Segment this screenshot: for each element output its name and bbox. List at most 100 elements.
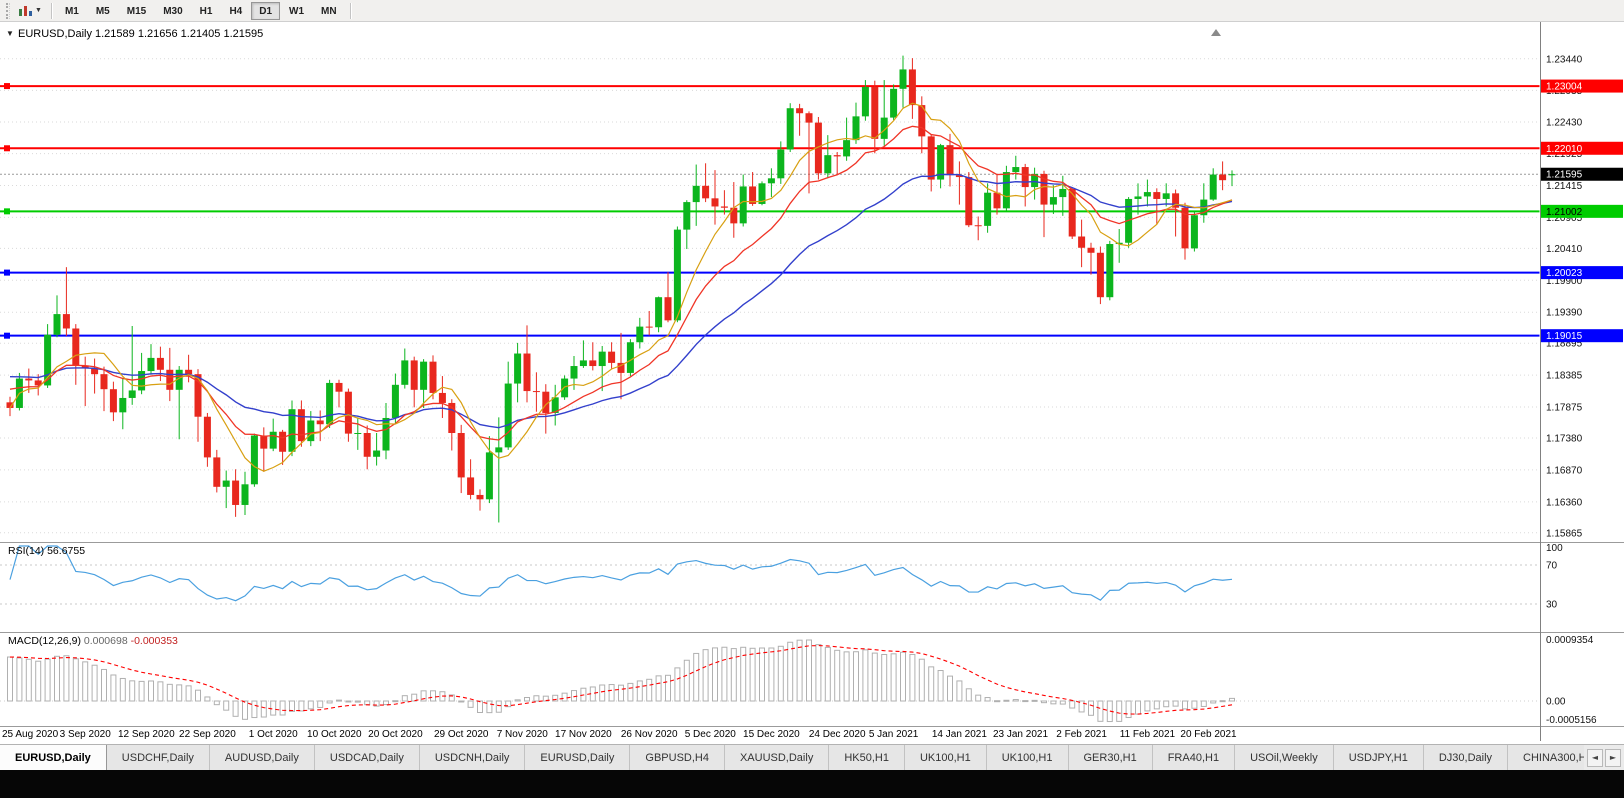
chart-tab-USDCNH,Daily[interactable]: USDCNH,Daily: [419, 745, 526, 770]
candles-series: [6, 55, 1236, 523]
svg-text:15 Dec 2020: 15 Dec 2020: [743, 729, 800, 740]
timeframe-button-W1[interactable]: W1: [281, 2, 312, 20]
chart-tab-AUDUSD,Daily[interactable]: AUDUSD,Daily: [209, 745, 315, 770]
chart-tab-EURUSD,Daily[interactable]: EURUSD,Daily: [525, 745, 631, 770]
chart-tabs-bar: EURUSD,Daily USDCHF,Daily AUDUSD,Daily USDC…: [0, 744, 1624, 770]
rsi-line: [9, 545, 1233, 602]
chart-tab-HK50,H1[interactable]: HK50,H1: [829, 745, 905, 770]
bottom-strip: [0, 770, 1624, 798]
svg-text:0.0009354: 0.0009354: [1546, 635, 1594, 646]
price-axis-labels: 1.234401.229351.224301.219251.214151.209…: [1546, 54, 1583, 539]
svg-text:1.19900: 1.19900: [1546, 276, 1583, 287]
macd-label: MACD(12,26,9) 0.000698 -0.000353: [8, 635, 178, 647]
svg-text:26 Nov 2020: 26 Nov 2020: [621, 729, 678, 740]
chart-tab-GER30,H1[interactable]: GER30,H1: [1068, 745, 1153, 770]
svg-text:12 Sep 2020: 12 Sep 2020: [118, 729, 175, 740]
svg-text:5 Dec 2020: 5 Dec 2020: [685, 729, 737, 740]
tabs-list: EURUSD,Daily USDCHF,Daily AUDUSD,Daily USDC…: [0, 745, 1584, 770]
svg-text:14 Jan 2021: 14 Jan 2021: [932, 729, 987, 740]
svg-text:1.20023: 1.20023: [1546, 268, 1583, 279]
svg-text:1.21002: 1.21002: [1546, 207, 1583, 218]
chart-tab-FRA40,H1[interactable]: FRA40,H1: [1152, 745, 1236, 770]
rsi-level-lines: [0, 564, 1540, 605]
chart-canvas[interactable]: 1.234401.229351.224301.219251.214151.209…: [0, 22, 1624, 744]
svg-text:30: 30: [1546, 600, 1558, 611]
chart-tab-EURUSD,Daily[interactable]: EURUSD,Daily: [0, 745, 107, 770]
svg-text:70: 70: [1546, 561, 1558, 572]
timeframe-button-H4[interactable]: H4: [221, 2, 250, 20]
chart-tab-USDCAD,Daily[interactable]: USDCAD,Daily: [314, 745, 420, 770]
svg-text:5 Jan 2021: 5 Jan 2021: [869, 729, 919, 740]
tabs-scroll-left-button[interactable]: ◄: [1587, 748, 1603, 767]
svg-text:7 Nov 2020: 7 Nov 2020: [497, 729, 549, 740]
svg-text:10 Oct 2020: 10 Oct 2020: [307, 729, 362, 740]
svg-text:1.19015: 1.19015: [1546, 331, 1583, 342]
chart-tab-USOil,Weekly[interactable]: USOil,Weekly: [1235, 745, 1334, 770]
timeframe-button-D1[interactable]: D1: [251, 1, 281, 20]
svg-text:0.00: 0.00: [1546, 697, 1566, 708]
timeframe-button-M1[interactable]: M1: [57, 2, 87, 20]
timeframe-button-M5[interactable]: M5: [88, 2, 118, 20]
svg-text:1.17380: 1.17380: [1546, 434, 1583, 445]
chart-tab-GBPUSD,H4[interactable]: GBPUSD,H4: [630, 745, 725, 770]
chart-tab-CHINA300,H1[interactable]: CHINA300,H1: [1508, 745, 1584, 770]
rsi-label: RSI(14) 56.6755: [8, 545, 85, 557]
svg-text:1.18385: 1.18385: [1546, 371, 1583, 382]
svg-text:1.23440: 1.23440: [1546, 54, 1583, 65]
svg-text:1.17875: 1.17875: [1546, 403, 1583, 414]
chart-ohlc-title: ▼ EURUSD,Daily 1.21589 1.21656 1.21405 1.…: [6, 28, 263, 40]
svg-text:EURUSD,Daily 1.21589 1.21656 1: EURUSD,Daily 1.21589 1.21656 1.21405 1.2…: [18, 28, 263, 40]
date-axis-labels: 25 Aug 2020 3 Sep 2020 12 Sep 2020 22 Sep 2…: [2, 729, 1237, 740]
horizontal-lines[interactable]: [0, 83, 1540, 339]
svg-text:1 Oct 2020: 1 Oct 2020: [249, 729, 298, 740]
ma-fast-line: [9, 102, 1233, 472]
svg-text:MACD(12,26,9) 0.000698 -0.0003: MACD(12,26,9) 0.000698 -0.000353: [8, 635, 178, 647]
svg-text:22 Sep 2020: 22 Sep 2020: [179, 729, 236, 740]
svg-text:RSI(14) 56.6755: RSI(14) 56.6755: [8, 545, 85, 557]
svg-text:1.22430: 1.22430: [1546, 117, 1583, 128]
ma-mid-line: [9, 125, 1233, 441]
ma-slow-line: [9, 173, 1233, 429]
toolbar-separator: [50, 2, 52, 19]
chevron-down-icon: ▼: [35, 7, 42, 14]
chart-tab-DJ30,Daily[interactable]: DJ30,Daily: [1423, 745, 1509, 770]
svg-text:1.18895: 1.18895: [1546, 339, 1583, 350]
svg-text:1.16870: 1.16870: [1546, 465, 1583, 476]
timeframe-button-MN[interactable]: MN: [313, 2, 345, 20]
chart-tab-XAUUSD,Daily[interactable]: XAUUSD,Daily: [724, 745, 830, 770]
chart-shift-marker[interactable]: [1211, 29, 1221, 36]
rsi-axis-labels: 100 70 30: [1546, 543, 1563, 611]
svg-text:11 Feb 2021: 11 Feb 2021: [1120, 729, 1176, 740]
svg-text:20 Oct 2020: 20 Oct 2020: [368, 729, 423, 740]
chart-periods-button[interactable]: ▼: [14, 2, 46, 19]
tabs-scroll-arrows: ◄ ►: [1584, 745, 1624, 770]
svg-text:1.20410: 1.20410: [1546, 244, 1583, 255]
chart-tab-USDCHF,Daily[interactable]: USDCHF,Daily: [106, 745, 210, 770]
svg-text:▼: ▼: [6, 29, 14, 38]
svg-text:1.21415: 1.21415: [1546, 181, 1583, 192]
timeframe-button-M15[interactable]: M15: [119, 2, 154, 20]
price-grid: [0, 58, 1540, 534]
svg-text:17 Nov 2020: 17 Nov 2020: [555, 729, 612, 740]
chart-tab-USDJPY,H1[interactable]: USDJPY,H1: [1333, 745, 1424, 770]
macd-signal-line: [9, 645, 1233, 715]
timeframe-button-H1[interactable]: H1: [192, 2, 221, 20]
price-badges: 1.23004 1.22010 1.21002 1.20023 1.19015 1.215…: [1541, 79, 1623, 343]
chart-tab-UK100,H1[interactable]: UK100,H1: [986, 745, 1069, 770]
tabs-scroll-right-button[interactable]: ►: [1605, 748, 1621, 767]
svg-text:29 Oct 2020: 29 Oct 2020: [434, 729, 489, 740]
timeframe-toolbar: ▼ M1 M5 M15 M30 H1 H4 D1 W1 MN: [0, 0, 1624, 22]
timeframe-button-M30[interactable]: M30: [155, 2, 190, 20]
svg-text:20 Feb 2021: 20 Feb 2021: [1180, 729, 1237, 740]
svg-text:23 Jan 2021: 23 Jan 2021: [993, 729, 1048, 740]
chart-tab-UK100,H1[interactable]: UK100,H1: [904, 745, 987, 770]
chart-area[interactable]: 1.234401.229351.224301.219251.214151.209…: [0, 22, 1624, 744]
svg-text:3 Sep 2020: 3 Sep 2020: [60, 729, 112, 740]
toolbar-grip[interactable]: [6, 2, 10, 19]
macd-axis-labels: 0.0009354 0.00 -0.0005156: [1546, 635, 1597, 726]
svg-text:24 Dec 2020: 24 Dec 2020: [809, 729, 866, 740]
timeframe-buttons: M1 M5 M15 M30 H1 H4 D1 W1 MN: [57, 1, 345, 20]
svg-text:1.20905: 1.20905: [1546, 213, 1583, 224]
toolbar-separator: [349, 2, 351, 19]
